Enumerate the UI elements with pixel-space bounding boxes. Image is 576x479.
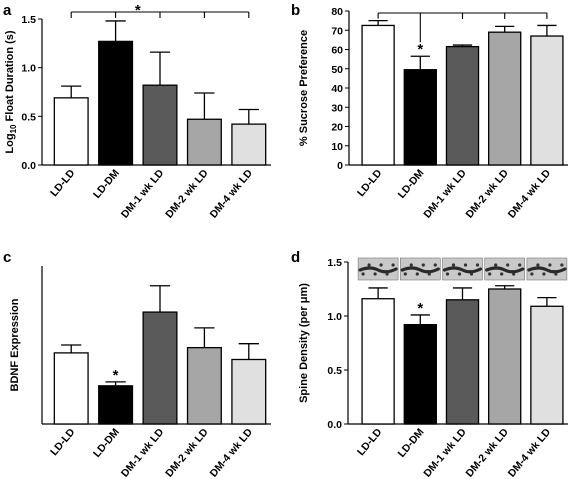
- y-tick-label: 80: [331, 6, 343, 18]
- sig-star: *: [135, 2, 141, 19]
- bar-5: [530, 305, 564, 425]
- dendrite-spine: [475, 263, 480, 267]
- panel-letter: c: [3, 249, 11, 266]
- dendrite-spine: [361, 272, 365, 276]
- dendrite-spine: [512, 272, 516, 276]
- dendrite-spine: [518, 263, 522, 267]
- dendrite-shaft: [485, 266, 525, 274]
- y-axis-title: BDNF Expression: [9, 298, 21, 391]
- bar-2: [98, 385, 134, 425]
- bar-2: [98, 40, 134, 166]
- dendrite-shaft: [358, 266, 398, 274]
- dendrite-spine: [548, 263, 552, 267]
- dendrite-shaft: [442, 266, 483, 274]
- dendrite-spine: [536, 263, 540, 267]
- y-tick-label: 60: [331, 45, 343, 57]
- y-axis-title: % Sucrose Preference: [298, 30, 310, 146]
- dendrite-spine: [391, 263, 395, 267]
- dendrite-shaft: [400, 266, 440, 274]
- dendrite-spine: [385, 272, 389, 276]
- panel-letter: b: [291, 2, 300, 19]
- bar-1: [53, 97, 89, 166]
- bar-1: [53, 352, 89, 425]
- bar-1: [361, 24, 395, 166]
- y-tick-label: 1.5: [327, 257, 342, 269]
- dendrite-spine: [488, 272, 492, 276]
- y-axis-title: Log10 Float Duration (s): [4, 30, 18, 154]
- dendrite-spine: [530, 272, 534, 276]
- y-tick-label: 30: [331, 102, 343, 114]
- y-tick-label: 1.5: [21, 14, 36, 26]
- y-tick-label: 1.0: [21, 63, 36, 75]
- y-tick-label: 1.0: [327, 311, 342, 323]
- bar-3: [142, 84, 178, 166]
- dendrite-spine: [469, 272, 474, 276]
- dendrite-spine: [409, 263, 413, 267]
- y-tick-label: 20: [331, 122, 343, 134]
- bar-4: [488, 288, 522, 425]
- y-tick-label: 0: [337, 160, 343, 172]
- y-tick-label: 50: [331, 64, 343, 76]
- dendrite-spine: [500, 272, 504, 276]
- sig-star: *: [417, 300, 423, 317]
- panel-letter: a: [3, 2, 12, 19]
- bar-1: [361, 298, 395, 425]
- y-tick-label: 40: [331, 83, 343, 95]
- bar-4: [186, 346, 222, 425]
- bar-4: [186, 118, 222, 166]
- y-tick-label: 0.0: [327, 419, 342, 431]
- y-tick-label: 0.5: [21, 111, 36, 123]
- dendrite-spine: [560, 263, 564, 267]
- dendrite-spine: [494, 263, 498, 267]
- dendrite-spine: [554, 272, 558, 276]
- panel-letter: d: [291, 249, 300, 266]
- dendrite-spine: [427, 272, 431, 276]
- y-tick-label: 70: [331, 25, 343, 37]
- bar-2: [403, 69, 437, 166]
- bar-5: [231, 358, 267, 425]
- dendrite-spine: [542, 272, 546, 276]
- bar-3: [445, 45, 480, 166]
- dendrite-spine: [403, 272, 407, 276]
- bar-4: [488, 31, 522, 166]
- dendrite-spine: [421, 263, 425, 267]
- bar-5: [231, 123, 267, 166]
- dendrite-spine: [451, 263, 456, 267]
- sig-star: *: [113, 367, 119, 384]
- bar-3: [142, 311, 178, 425]
- sig-star: *: [417, 41, 423, 58]
- dendrite-spine: [367, 263, 371, 267]
- dendrite-spine: [379, 263, 383, 267]
- bar-5: [530, 35, 564, 166]
- dendrite-spine: [463, 263, 468, 267]
- y-tick-label: 10: [331, 141, 343, 153]
- y-tick-label: 0.5: [327, 365, 342, 377]
- dendrite-spine: [445, 272, 450, 276]
- bar-2: [403, 323, 437, 425]
- dendrite-shaft: [527, 266, 567, 274]
- dendrite-spine: [433, 263, 437, 267]
- dendrite-spine: [506, 263, 510, 267]
- y-axis-title: Spine Density (per μm): [298, 283, 310, 403]
- dendrite-spine: [373, 272, 377, 276]
- y-tick-label: 0.0: [21, 160, 36, 172]
- dendrite-spine: [415, 272, 419, 276]
- dendrite-spine: [457, 272, 462, 276]
- bar-3: [445, 299, 480, 425]
